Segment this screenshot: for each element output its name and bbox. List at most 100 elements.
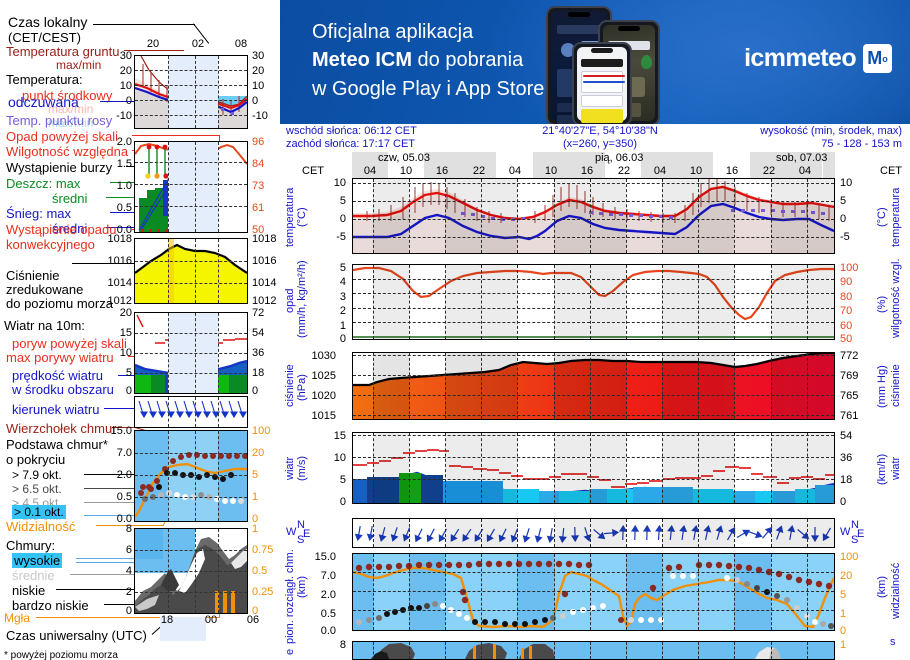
mini-top-tick-2: 08 bbox=[234, 38, 248, 50]
legend-cl-vlow: bardzo niskie bbox=[12, 598, 89, 613]
press-tick-l-0: 1030 bbox=[311, 350, 336, 362]
panel-precip-humidity bbox=[352, 264, 835, 340]
hour-tick-2: 16 bbox=[435, 165, 449, 177]
legend-utc: Czas uniwersalny (UTC) bbox=[6, 628, 147, 643]
temp-tick-r-3: -5 bbox=[840, 231, 850, 243]
mini-chart-precip bbox=[134, 141, 248, 233]
hour-tick-11: 22 bbox=[762, 165, 776, 177]
leader-fog bbox=[36, 617, 220, 618]
promo-banner[interactable]: Oficjalna aplikacja Meteo ICM do pobrani… bbox=[280, 0, 910, 124]
legend-pressure-3: do poziomu morza bbox=[6, 296, 113, 311]
mini-precip-tick-1: 1.5 bbox=[116, 158, 132, 170]
wind-tick-r-3: 0 bbox=[840, 496, 847, 508]
legend-gust-max: max porywy wiatru bbox=[6, 350, 114, 365]
legend-visibility: Widzialność bbox=[6, 519, 76, 534]
mini-temp-tick-1: 20 bbox=[119, 65, 132, 77]
legend-panel: Czas lokalny (CET/CEST) Temperatura grun… bbox=[0, 0, 280, 660]
mini-chart-cloud bbox=[134, 430, 248, 522]
leader-visibility bbox=[96, 525, 164, 526]
panel-pressure bbox=[352, 352, 835, 420]
wind-ylabel-left: wiatr bbox=[284, 456, 296, 480]
mini-temp-tick-2: 10 bbox=[119, 80, 132, 92]
legend-fog: Mgła bbox=[4, 611, 31, 625]
temp-tick-r-2: 0 bbox=[840, 213, 847, 225]
hour-tick-5: 10 bbox=[544, 165, 558, 177]
hour-tick-4: 04 bbox=[508, 165, 522, 177]
cet-label-right: CET bbox=[880, 165, 902, 177]
logo-wordmark: icmmeteo bbox=[744, 44, 857, 72]
legend-okt-79: > 7.9 okt. bbox=[12, 468, 62, 482]
hour-tick-7: 22 bbox=[617, 165, 631, 177]
vis-tick-r-0: 100 bbox=[840, 551, 859, 563]
wind-tick-r-1: 36 bbox=[840, 452, 853, 464]
day-label-2: sob, 07.03 bbox=[776, 152, 828, 164]
temp-ylabel-left: temperatura bbox=[284, 187, 296, 247]
panel-wind bbox=[352, 432, 835, 504]
mini-cloud-rtick-1: 20 bbox=[252, 447, 265, 459]
mini-cloud-rtick-2: 5 bbox=[252, 469, 259, 481]
precip-tick-l-4: 1 bbox=[339, 320, 346, 332]
mini-wind-rtick-3: 18 bbox=[252, 367, 265, 379]
humid-tick-r-3: 70 bbox=[840, 305, 853, 317]
vis-tick-r-2: 5 bbox=[840, 589, 847, 601]
panel-wind-direction bbox=[352, 518, 835, 548]
mini-cover-rtick-3: 0.25 bbox=[252, 586, 274, 598]
legend-wind-dir: kierunek wiatru bbox=[12, 402, 100, 417]
temp-yunit-right: (°C) bbox=[876, 207, 888, 227]
mini-humid-tick-0: 96 bbox=[252, 136, 265, 148]
wind-rose-right: W N E S bbox=[840, 519, 865, 546]
cloud-tick-l-0: 15.0 bbox=[314, 551, 336, 563]
day-label-0: czw, 05.03 bbox=[378, 152, 430, 164]
mini-press-tick-2: 1014 bbox=[107, 277, 132, 289]
mini-wind-tick-1: 15 bbox=[119, 327, 132, 339]
logo-m-sup: o bbox=[882, 53, 888, 64]
mini-cloud-tick-2: 2.0 bbox=[116, 469, 132, 481]
mini-wind-tick-2: 10 bbox=[119, 347, 132, 359]
banner-line-2: Meteo ICM do pobrania bbox=[312, 46, 544, 74]
mini-humid-tick-4: 50 bbox=[252, 224, 265, 236]
legend-temp-mid: punkt środkowy bbox=[22, 88, 113, 103]
cover-tick-l-0: 8 bbox=[339, 639, 346, 651]
legend-wind10m: Wiatr na 10m: bbox=[4, 318, 85, 333]
time-axis-header: CET CET czw, 05.03 pią, 06.03 sob, 07.03… bbox=[280, 152, 910, 180]
mini-cloud-tick-3: 0.5 bbox=[116, 491, 132, 503]
press-yunit-left: (hPa) bbox=[296, 374, 308, 402]
press-tick-r-1: 769 bbox=[840, 370, 859, 382]
mini-humid-tick-1: 84 bbox=[252, 158, 265, 170]
legend-ground-temp: Temperatura gruntu bbox=[6, 44, 120, 59]
legend-rain-avg: średni bbox=[52, 191, 88, 206]
humid-tick-r-2: 80 bbox=[840, 291, 853, 303]
cloud-tick-l-1: 7.0 bbox=[320, 570, 336, 582]
wind-tick-r-0: 54 bbox=[840, 430, 853, 442]
day-label-1: pią, 06.03 bbox=[595, 152, 644, 164]
press-tick-r-0: 772 bbox=[840, 350, 859, 362]
legend-footnote: * powyżej poziomu morza bbox=[4, 650, 118, 660]
wind-tick-r-2: 18 bbox=[840, 474, 853, 486]
legend-cloud-base-1: Podstawa chmur* bbox=[6, 437, 108, 452]
banner-line-2-rest: do pobrania bbox=[412, 49, 524, 72]
mini-temp-rtick-1: 20 bbox=[252, 65, 265, 77]
mini-chart-wind-dir bbox=[134, 396, 248, 428]
legend-temperature: Temperatura: bbox=[6, 72, 83, 87]
mini-bot-tick-0: 18 bbox=[160, 614, 174, 626]
banner-app-name: Meteo ICM bbox=[312, 49, 412, 72]
mini-temp-tick-4: -10 bbox=[116, 110, 132, 122]
legend-okt-01: > 0.1 okt. bbox=[12, 505, 66, 519]
leader-cl-high bbox=[76, 558, 188, 559]
mini-chart-wind bbox=[134, 312, 248, 394]
legend-rain-max: Deszcz: max bbox=[6, 176, 81, 191]
coords-text: 21°40'27"E, 54°10'38"N bbox=[542, 125, 658, 137]
vis-tick-r-4: 0 bbox=[840, 625, 847, 637]
wind-svg bbox=[353, 449, 834, 503]
mini-temp-rtick-2: 10 bbox=[252, 80, 265, 92]
mini-wind-rtick-4: 0 bbox=[252, 385, 259, 397]
wind-yunit-left: (m/s) bbox=[296, 455, 308, 481]
temp-tick-r-1: 5 bbox=[840, 195, 847, 207]
cloud-tick-l-3: 0.5 bbox=[320, 608, 336, 620]
mini-wind-rtick-0: 72 bbox=[252, 307, 265, 319]
banner-line-3: w Google Play i App Store bbox=[312, 77, 545, 100]
mini-cover-tick-3: 2 bbox=[125, 586, 132, 598]
cloud-cover-svg bbox=[371, 643, 781, 659]
hour-tick-1: 10 bbox=[399, 165, 413, 177]
